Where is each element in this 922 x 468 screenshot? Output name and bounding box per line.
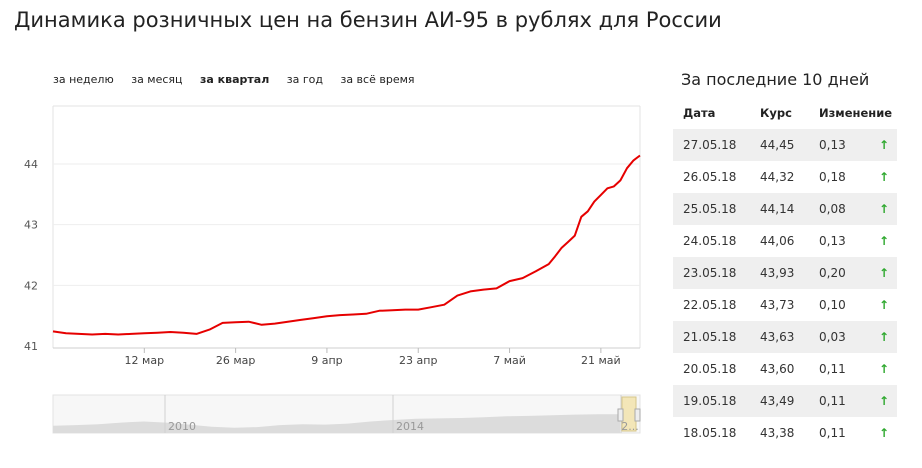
- row-change: 0,11: [819, 362, 846, 376]
- row-rate: 44,32: [760, 170, 795, 184]
- row-rate: 44,06: [760, 234, 795, 248]
- x-tick-label: 23 апр: [399, 354, 437, 367]
- y-tick-label: 44: [24, 158, 38, 171]
- arrow-up-icon: ↑: [879, 385, 897, 417]
- table-row: 27.05.18 44,45 0,13 ↑: [673, 129, 897, 161]
- row-date: 19.05.18: [673, 385, 760, 417]
- side-title: За последние 10 дней: [681, 70, 870, 89]
- row-date: 24.05.18: [683, 234, 737, 248]
- rates-table: Дата Курс Изменение 27.05.18 44,45 0,13 ↑ 26…: [673, 96, 897, 449]
- navigator-year-label: 2014: [396, 420, 424, 433]
- row-change: 0,11: [819, 426, 846, 440]
- navigator-year-label: 2010: [168, 420, 196, 433]
- navigator-area: [53, 414, 620, 433]
- price-line: [52, 154, 641, 336]
- row-change: 0,20: [819, 257, 879, 289]
- period-quarter[interactable]: за квартал: [200, 73, 270, 86]
- row-change: 0,08: [819, 193, 879, 225]
- y-tick-label: 41: [24, 340, 38, 353]
- y-tick-label: 42: [24, 279, 38, 292]
- header-change: Изменение: [819, 105, 893, 120]
- arrow-up-icon: ↑: [879, 257, 897, 289]
- row-date: 27.05.18: [673, 129, 760, 161]
- table-header: Дата Курс Изменение: [673, 96, 897, 129]
- table-row: 26.05.18 44,32 0,18 ↑: [673, 161, 897, 193]
- header-date: Дата: [683, 105, 716, 120]
- row-date: 25.05.18: [673, 193, 760, 225]
- period-month[interactable]: за месяц: [131, 73, 183, 86]
- row-rate: 43,73: [760, 298, 795, 312]
- price-chart: 41 42 43 44 12 мар 26 мар 9 апр 23 апр 7 май 21 м…: [24, 105, 641, 434]
- navigator-year-label: 2...: [621, 420, 639, 433]
- row-change: 0,18: [819, 170, 846, 184]
- y-tick-label: 43: [24, 219, 38, 232]
- row-rate: 43,49: [760, 385, 819, 417]
- table-row: 24.05.18 44,06 0,13 ↑: [673, 225, 897, 257]
- period-selector: за неделю за месяц за квартал за год за …: [53, 73, 429, 86]
- navigator-right-handle: [634, 408, 641, 422]
- x-tick-label: 7 май: [493, 354, 526, 367]
- table-row: 22.05.18 43,73 0,10 ↑: [673, 289, 897, 321]
- table-row: 23.05.18 43,93 0,20 ↑: [673, 257, 897, 289]
- arrow-up-icon: ↑: [879, 321, 897, 353]
- x-tick-label: 26 мар: [216, 354, 256, 367]
- row-rate: 43,93: [760, 257, 819, 289]
- x-tick-label: 12 мар: [125, 354, 165, 367]
- row-change: 0,13: [819, 129, 879, 161]
- page-title: Динамика розничных цен на бензин АИ-95 в…: [14, 8, 722, 32]
- header-rate: Курс: [760, 105, 792, 120]
- row-rate: 43,60: [760, 362, 795, 376]
- arrow-up-icon: ↑: [879, 298, 890, 312]
- table-row: 21.05.18 43,63 0,03 ↑: [673, 321, 897, 353]
- row-date: 23.05.18: [673, 257, 760, 289]
- row-change: 0,03: [819, 321, 879, 353]
- table-row: 25.05.18 44,14 0,08 ↑: [673, 193, 897, 225]
- row-date: 26.05.18: [683, 170, 737, 184]
- row-rate: 44,45: [760, 129, 819, 161]
- row-change: 0,13: [819, 234, 846, 248]
- arrow-up-icon: ↑: [879, 426, 890, 440]
- x-tick-label: 9 апр: [311, 354, 342, 367]
- row-rate: 44,14: [760, 193, 819, 225]
- arrow-up-icon: ↑: [879, 193, 897, 225]
- arrow-up-icon: ↑: [879, 170, 890, 184]
- table-row: 19.05.18 43,49 0,11 ↑: [673, 385, 897, 417]
- row-rate: 43,38: [760, 426, 795, 440]
- row-date: 20.05.18: [683, 362, 737, 376]
- row-date: 21.05.18: [673, 321, 760, 353]
- period-week[interactable]: за неделю: [53, 73, 114, 86]
- arrow-up-icon: ↑: [879, 129, 897, 161]
- row-rate: 43,63: [760, 321, 819, 353]
- arrow-up-icon: ↑: [879, 234, 890, 248]
- table-row: 20.05.18 43,60 0,11 ↑: [673, 353, 897, 385]
- row-date: 22.05.18: [683, 298, 737, 312]
- x-tick-label: 21 май: [581, 354, 621, 367]
- period-year[interactable]: за год: [286, 73, 323, 86]
- row-date: 18.05.18: [683, 426, 737, 440]
- row-change: 0,10: [819, 298, 846, 312]
- navigator-left-handle: [617, 408, 624, 422]
- row-change: 0,11: [819, 385, 879, 417]
- table-row: 18.05.18 43,38 0,11 ↑: [673, 417, 897, 449]
- period-all-time[interactable]: за всё время: [340, 73, 415, 86]
- arrow-up-icon: ↑: [879, 362, 890, 376]
